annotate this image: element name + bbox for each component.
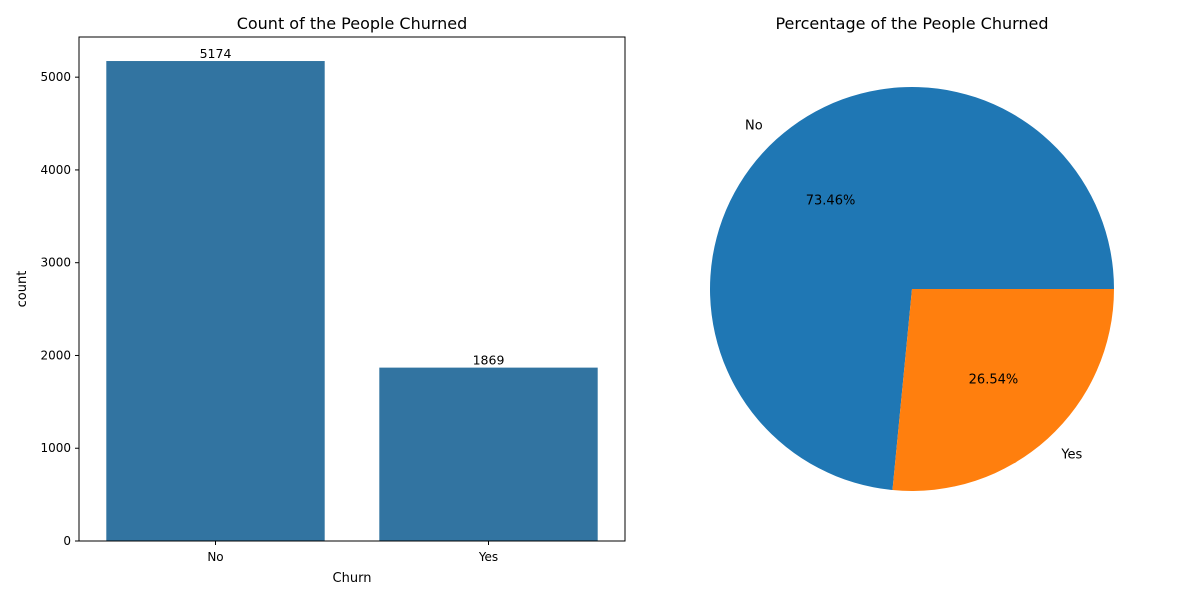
bar-chart-title: Count of the People Churned <box>237 14 468 33</box>
pie-chart: Percentage of the People Churned No 73.46… <box>710 14 1114 492</box>
pie-slice-yes <box>892 289 1114 492</box>
y-tick-label: 5000 <box>40 70 71 84</box>
pie-chart-title: Percentage of the People Churned <box>775 14 1048 33</box>
bar-data-label: 1869 <box>473 353 505 368</box>
bar-x-axis-label: Churn <box>333 571 372 586</box>
pie-marks: No 73.46% Yes 26.54% <box>710 87 1114 492</box>
pie-pct-label: 26.54% <box>969 373 1019 388</box>
x-tick-label: Yes <box>478 550 498 564</box>
bar-y-axis-label: count <box>15 271 30 308</box>
bar-axis-ticks: No Yes 0 1000 2000 3000 4000 5000 <box>40 70 498 564</box>
y-tick-label: 4000 <box>40 163 71 177</box>
bar-yes <box>379 367 598 541</box>
x-tick-label: No <box>207 550 223 564</box>
y-tick-label: 1000 <box>40 441 71 455</box>
bar-no <box>106 61 325 542</box>
pie-slice-no <box>710 87 1114 491</box>
bar-plot-frame <box>78 36 626 542</box>
bar-chart: Count of the People Churned 5174 1869 No Y… <box>15 14 626 586</box>
y-tick-label: 3000 <box>40 256 71 270</box>
bar-marks: 5174 1869 <box>106 46 598 542</box>
bar-data-label: 5174 <box>200 46 232 61</box>
y-tick-label: 2000 <box>40 348 71 362</box>
y-tick-label: 0 <box>63 534 71 548</box>
pie-pct-label: 73.46% <box>806 193 856 208</box>
pie-slice-label: Yes <box>1060 448 1082 463</box>
pie-slice-label: No <box>745 118 763 133</box>
